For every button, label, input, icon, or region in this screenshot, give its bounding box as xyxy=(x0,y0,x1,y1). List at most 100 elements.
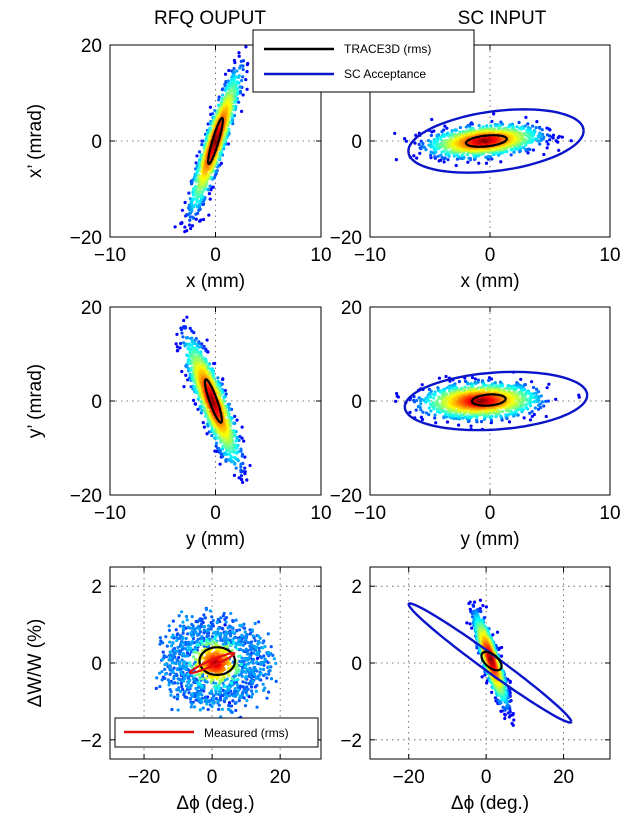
particle-point xyxy=(544,414,548,419)
particle-point xyxy=(531,124,535,128)
particle-point xyxy=(523,394,527,398)
particle-point xyxy=(524,115,528,119)
y-tick-label: −20 xyxy=(70,228,102,249)
x-axis-label: x (mm) xyxy=(460,271,519,292)
x-tick-label: 10 xyxy=(599,245,620,266)
particle-point xyxy=(194,161,198,165)
particle-point xyxy=(500,122,505,126)
particle-point xyxy=(217,446,221,451)
particle-point xyxy=(412,154,416,158)
particle-point xyxy=(536,134,541,138)
particle-point xyxy=(184,342,188,346)
particle-point xyxy=(473,377,478,381)
y-axis-label: y’ (mrad) xyxy=(25,364,46,438)
ellipse-trace3d-rms xyxy=(464,134,508,148)
particle-point xyxy=(487,378,491,383)
particle-point xyxy=(194,203,198,207)
particle-point xyxy=(545,126,549,130)
particle-point xyxy=(222,396,226,400)
particle-point xyxy=(182,318,186,323)
particle-point xyxy=(484,155,488,159)
particle-point xyxy=(538,126,542,130)
particle-point xyxy=(524,402,528,407)
particle-point xyxy=(184,373,188,377)
particle-cloud xyxy=(394,370,581,432)
particle-point xyxy=(193,197,197,201)
particle-point xyxy=(439,137,443,141)
particle-point xyxy=(455,153,459,157)
particle-point xyxy=(241,67,245,72)
particle-point xyxy=(189,343,194,347)
particle-point xyxy=(213,173,217,177)
particle-point xyxy=(490,414,494,418)
particle-point xyxy=(477,161,481,165)
particle-point xyxy=(436,154,440,158)
particle-point xyxy=(530,410,534,414)
particle-point xyxy=(429,389,433,393)
particle-point xyxy=(460,153,464,158)
particle-point xyxy=(457,380,462,384)
particle-point xyxy=(433,155,437,159)
particle-point xyxy=(198,157,202,162)
particle-point xyxy=(520,395,524,399)
particle-point xyxy=(217,95,221,99)
particle-point xyxy=(232,71,237,75)
particle-point xyxy=(265,519,268,522)
particle-point xyxy=(197,193,201,197)
particle-point xyxy=(186,367,191,371)
particle-point xyxy=(205,432,209,436)
particle-point xyxy=(420,383,424,387)
particle-point xyxy=(436,386,440,390)
particle-point xyxy=(535,120,539,124)
particle-point xyxy=(190,224,195,228)
particle-point xyxy=(243,455,247,459)
particle-point xyxy=(175,345,179,349)
particle-point xyxy=(548,128,552,132)
particle-point xyxy=(430,130,434,134)
particle-point xyxy=(418,405,422,409)
particle-point xyxy=(175,332,179,336)
particle-point xyxy=(185,315,189,319)
particle-point xyxy=(245,478,249,482)
particle-point xyxy=(200,193,204,197)
particle-point xyxy=(532,391,536,396)
particle-point xyxy=(454,163,458,168)
particle-point xyxy=(196,189,200,193)
ellipse-sc-acceptance xyxy=(407,108,585,174)
particle-point xyxy=(528,402,532,406)
particle-point xyxy=(500,409,504,414)
particle-point xyxy=(507,125,511,129)
particle-point xyxy=(466,414,470,418)
particle-point xyxy=(221,87,225,91)
particle-point xyxy=(221,437,225,441)
y-tick-label: −20 xyxy=(70,486,102,507)
particle-point xyxy=(457,423,461,427)
particle-point xyxy=(433,413,437,417)
particle-point xyxy=(214,433,218,437)
particle-point xyxy=(251,505,254,508)
particle-point xyxy=(188,218,192,222)
particle-point xyxy=(519,377,523,381)
y-tick-label: 0 xyxy=(351,132,362,153)
particle-point xyxy=(235,80,239,84)
particle-point xyxy=(242,439,246,443)
particle-point xyxy=(238,434,242,439)
particle-point xyxy=(208,105,213,109)
particle-point xyxy=(415,156,419,160)
x-tick-label: 0 xyxy=(485,245,496,266)
particle-point xyxy=(213,108,217,113)
particle-point xyxy=(241,93,245,97)
particle-point xyxy=(524,147,528,152)
particle-point xyxy=(211,401,215,405)
particle-point xyxy=(542,152,546,157)
particle-point xyxy=(541,132,545,137)
particle-point xyxy=(429,153,433,157)
particle-point xyxy=(415,398,419,403)
particle-point xyxy=(197,208,201,212)
particle-point xyxy=(537,403,541,407)
particle-point xyxy=(510,401,514,406)
particle-point xyxy=(233,414,237,418)
